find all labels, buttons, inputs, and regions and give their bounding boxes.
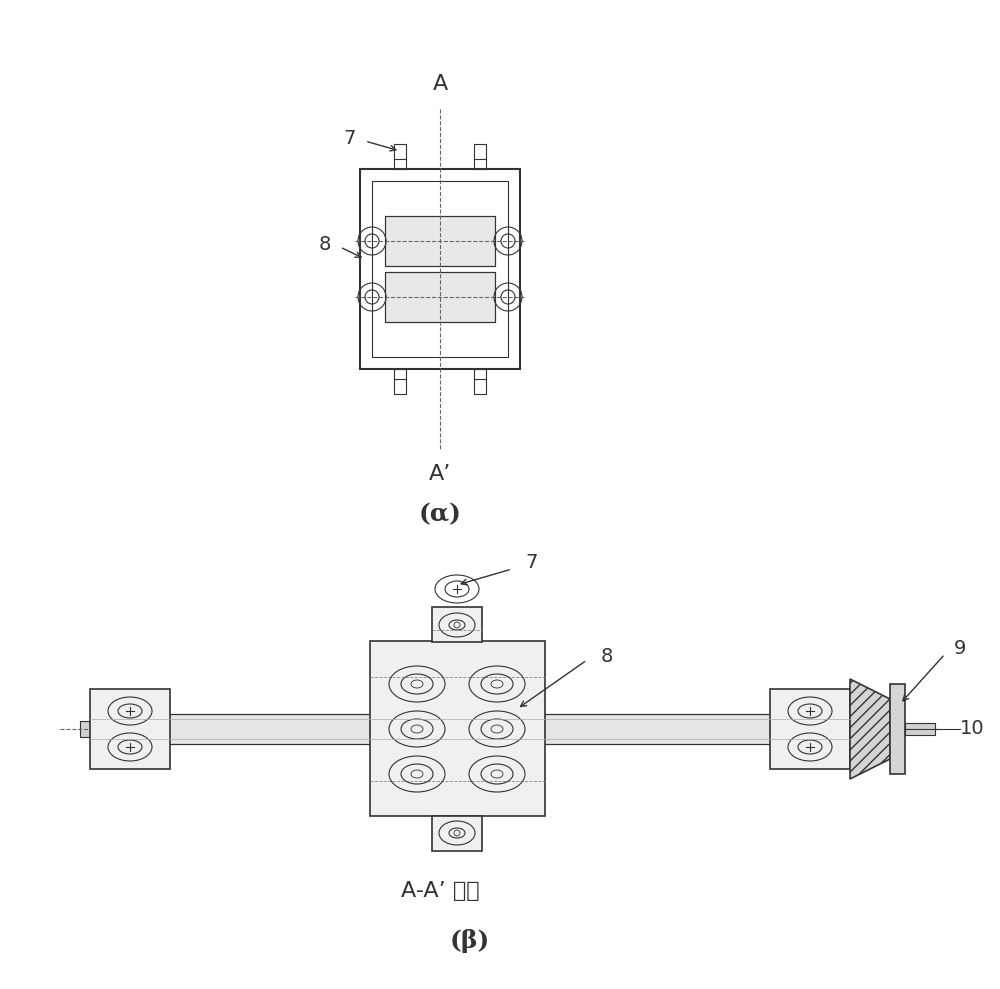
- Bar: [385, 272, 495, 322]
- Bar: [890, 684, 905, 774]
- Text: A: A: [432, 74, 448, 94]
- Bar: [90, 714, 850, 744]
- Bar: [372, 181, 508, 357]
- Bar: [80, 721, 860, 737]
- Bar: [90, 714, 850, 744]
- Bar: [394, 144, 406, 169]
- Bar: [770, 689, 850, 769]
- Bar: [432, 607, 482, 642]
- Bar: [360, 169, 520, 369]
- Bar: [370, 641, 545, 816]
- Text: 8: 8: [601, 648, 613, 667]
- Text: 10: 10: [960, 720, 985, 739]
- Bar: [474, 369, 486, 394]
- Text: A’: A’: [429, 464, 451, 484]
- Bar: [385, 216, 495, 266]
- Bar: [385, 216, 495, 266]
- Bar: [394, 369, 406, 394]
- Text: 7: 7: [344, 130, 356, 148]
- Text: (α): (α): [419, 502, 461, 526]
- Text: A-A’ 剖面: A-A’ 剖面: [401, 881, 479, 901]
- Text: 7: 7: [526, 553, 538, 572]
- Polygon shape: [850, 679, 890, 779]
- Text: 9: 9: [954, 640, 966, 659]
- Bar: [474, 144, 486, 169]
- Bar: [90, 689, 170, 769]
- Bar: [905, 723, 935, 735]
- Bar: [385, 272, 495, 322]
- Bar: [432, 816, 482, 851]
- Text: 8: 8: [319, 234, 331, 253]
- Text: (β): (β): [450, 929, 490, 953]
